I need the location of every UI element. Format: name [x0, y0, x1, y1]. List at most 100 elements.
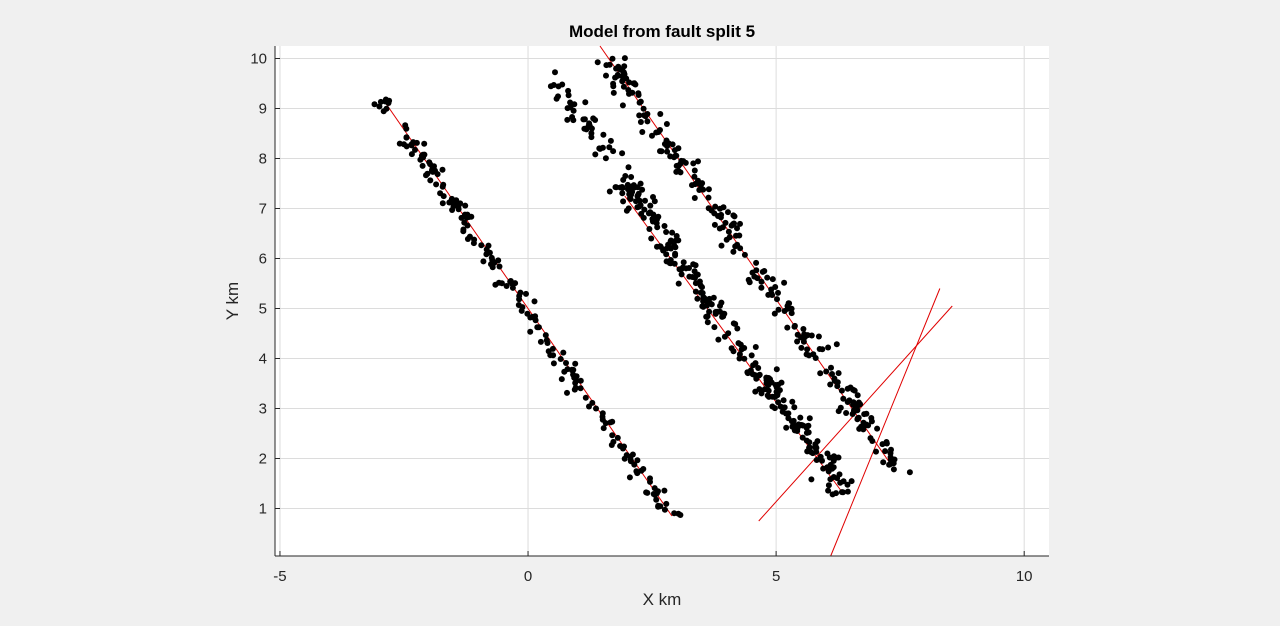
scatter-point	[693, 272, 700, 279]
scatter-point	[675, 145, 682, 152]
fault-line	[830, 288, 941, 557]
scatter-point	[835, 370, 842, 377]
scatter-point	[594, 59, 601, 66]
scatter-point	[440, 181, 447, 188]
scatter-point	[647, 478, 653, 485]
scatter-point	[730, 212, 737, 219]
scatter-point	[827, 381, 834, 388]
scatter-point	[599, 416, 606, 423]
scatter-point	[800, 326, 807, 332]
scatter-point	[610, 83, 617, 90]
scatter-point	[544, 340, 551, 346]
scatter-point	[814, 438, 821, 445]
scatter-point	[550, 360, 557, 367]
scatter-point	[673, 152, 680, 159]
scatter-point	[741, 251, 748, 258]
scatter-point	[718, 211, 725, 218]
scatter-point	[784, 324, 791, 331]
scatter-point	[715, 336, 722, 343]
scatter-point	[532, 313, 539, 320]
scatter-point	[858, 423, 865, 430]
scatter-point	[883, 440, 890, 447]
scatter-point	[825, 344, 832, 351]
scatter-point	[752, 344, 759, 350]
scatter-point	[569, 367, 575, 374]
scatter-point	[689, 182, 695, 189]
scatter-point	[606, 61, 613, 68]
scatter-point	[697, 182, 704, 189]
scatter-point	[735, 340, 742, 347]
scatter-point	[831, 453, 837, 460]
scatter-point	[628, 174, 635, 180]
scatter-point	[710, 294, 717, 301]
scatter-point	[711, 221, 718, 228]
scatter-point	[854, 392, 861, 399]
scatter-point	[831, 375, 838, 382]
scatter-point	[542, 332, 549, 339]
y-tick-label: 6	[259, 251, 267, 268]
scatter-point	[835, 408, 842, 415]
scatter-point	[621, 55, 628, 62]
scatter-point	[829, 371, 835, 377]
scatter-point	[471, 236, 478, 243]
scatter-point	[779, 404, 786, 411]
scatter-point	[549, 345, 556, 352]
scatter-point	[738, 346, 745, 353]
scatter-point	[537, 338, 544, 345]
scatter-point	[592, 151, 599, 158]
scatter-points	[371, 55, 913, 518]
scatter-point	[748, 352, 755, 359]
scatter-point	[774, 296, 780, 303]
scatter-point	[383, 105, 390, 112]
scatter-point	[790, 421, 797, 428]
scatter-point	[612, 184, 619, 191]
scatter-point	[429, 168, 436, 175]
scatter-point	[610, 148, 617, 155]
scatter-point	[736, 355, 743, 362]
scatter-point	[794, 338, 801, 345]
scatter-point	[758, 390, 765, 397]
scatter-point	[692, 262, 699, 269]
scatter-point	[817, 453, 824, 460]
scatter-point	[765, 375, 772, 382]
scatter-point	[886, 461, 893, 468]
scatter-point	[677, 161, 684, 167]
scatter-point	[402, 122, 409, 129]
scatter-point	[682, 159, 689, 166]
scatter-point	[639, 186, 646, 193]
scatter-point	[667, 153, 674, 160]
scatter-point	[817, 370, 824, 377]
scatter-point	[655, 129, 662, 135]
y-tick-label: 5	[259, 301, 267, 318]
scatter-point	[691, 195, 698, 201]
y-axis-label: Y km	[223, 282, 242, 320]
scatter-point	[636, 197, 643, 204]
scatter-point	[838, 387, 845, 394]
scatter-point	[657, 243, 664, 250]
scatter-point	[755, 365, 762, 371]
scatter-point	[906, 469, 913, 476]
y-tick-label: 4	[259, 351, 267, 368]
scatter-point	[625, 164, 632, 171]
scatter-point	[558, 376, 565, 383]
scatter-point	[626, 474, 633, 481]
scatter-point	[717, 302, 723, 309]
scatter-point	[810, 351, 817, 358]
scatter-point	[785, 410, 792, 417]
scatter-point	[478, 242, 485, 249]
scatter-point	[711, 324, 718, 331]
scatter-point	[801, 331, 808, 338]
plot-area	[275, 46, 1049, 556]
scatter-point	[523, 290, 529, 297]
scatter-point	[634, 204, 641, 211]
scatter-point	[854, 407, 861, 414]
scatter-point	[516, 293, 523, 299]
y-tick-label: 10	[250, 51, 267, 68]
scatter-point	[754, 275, 761, 282]
scatter-point	[377, 98, 384, 105]
scatter-point	[721, 333, 728, 340]
scatter-point	[570, 117, 577, 124]
scatter-point	[657, 111, 664, 117]
scatter-point	[606, 144, 613, 151]
